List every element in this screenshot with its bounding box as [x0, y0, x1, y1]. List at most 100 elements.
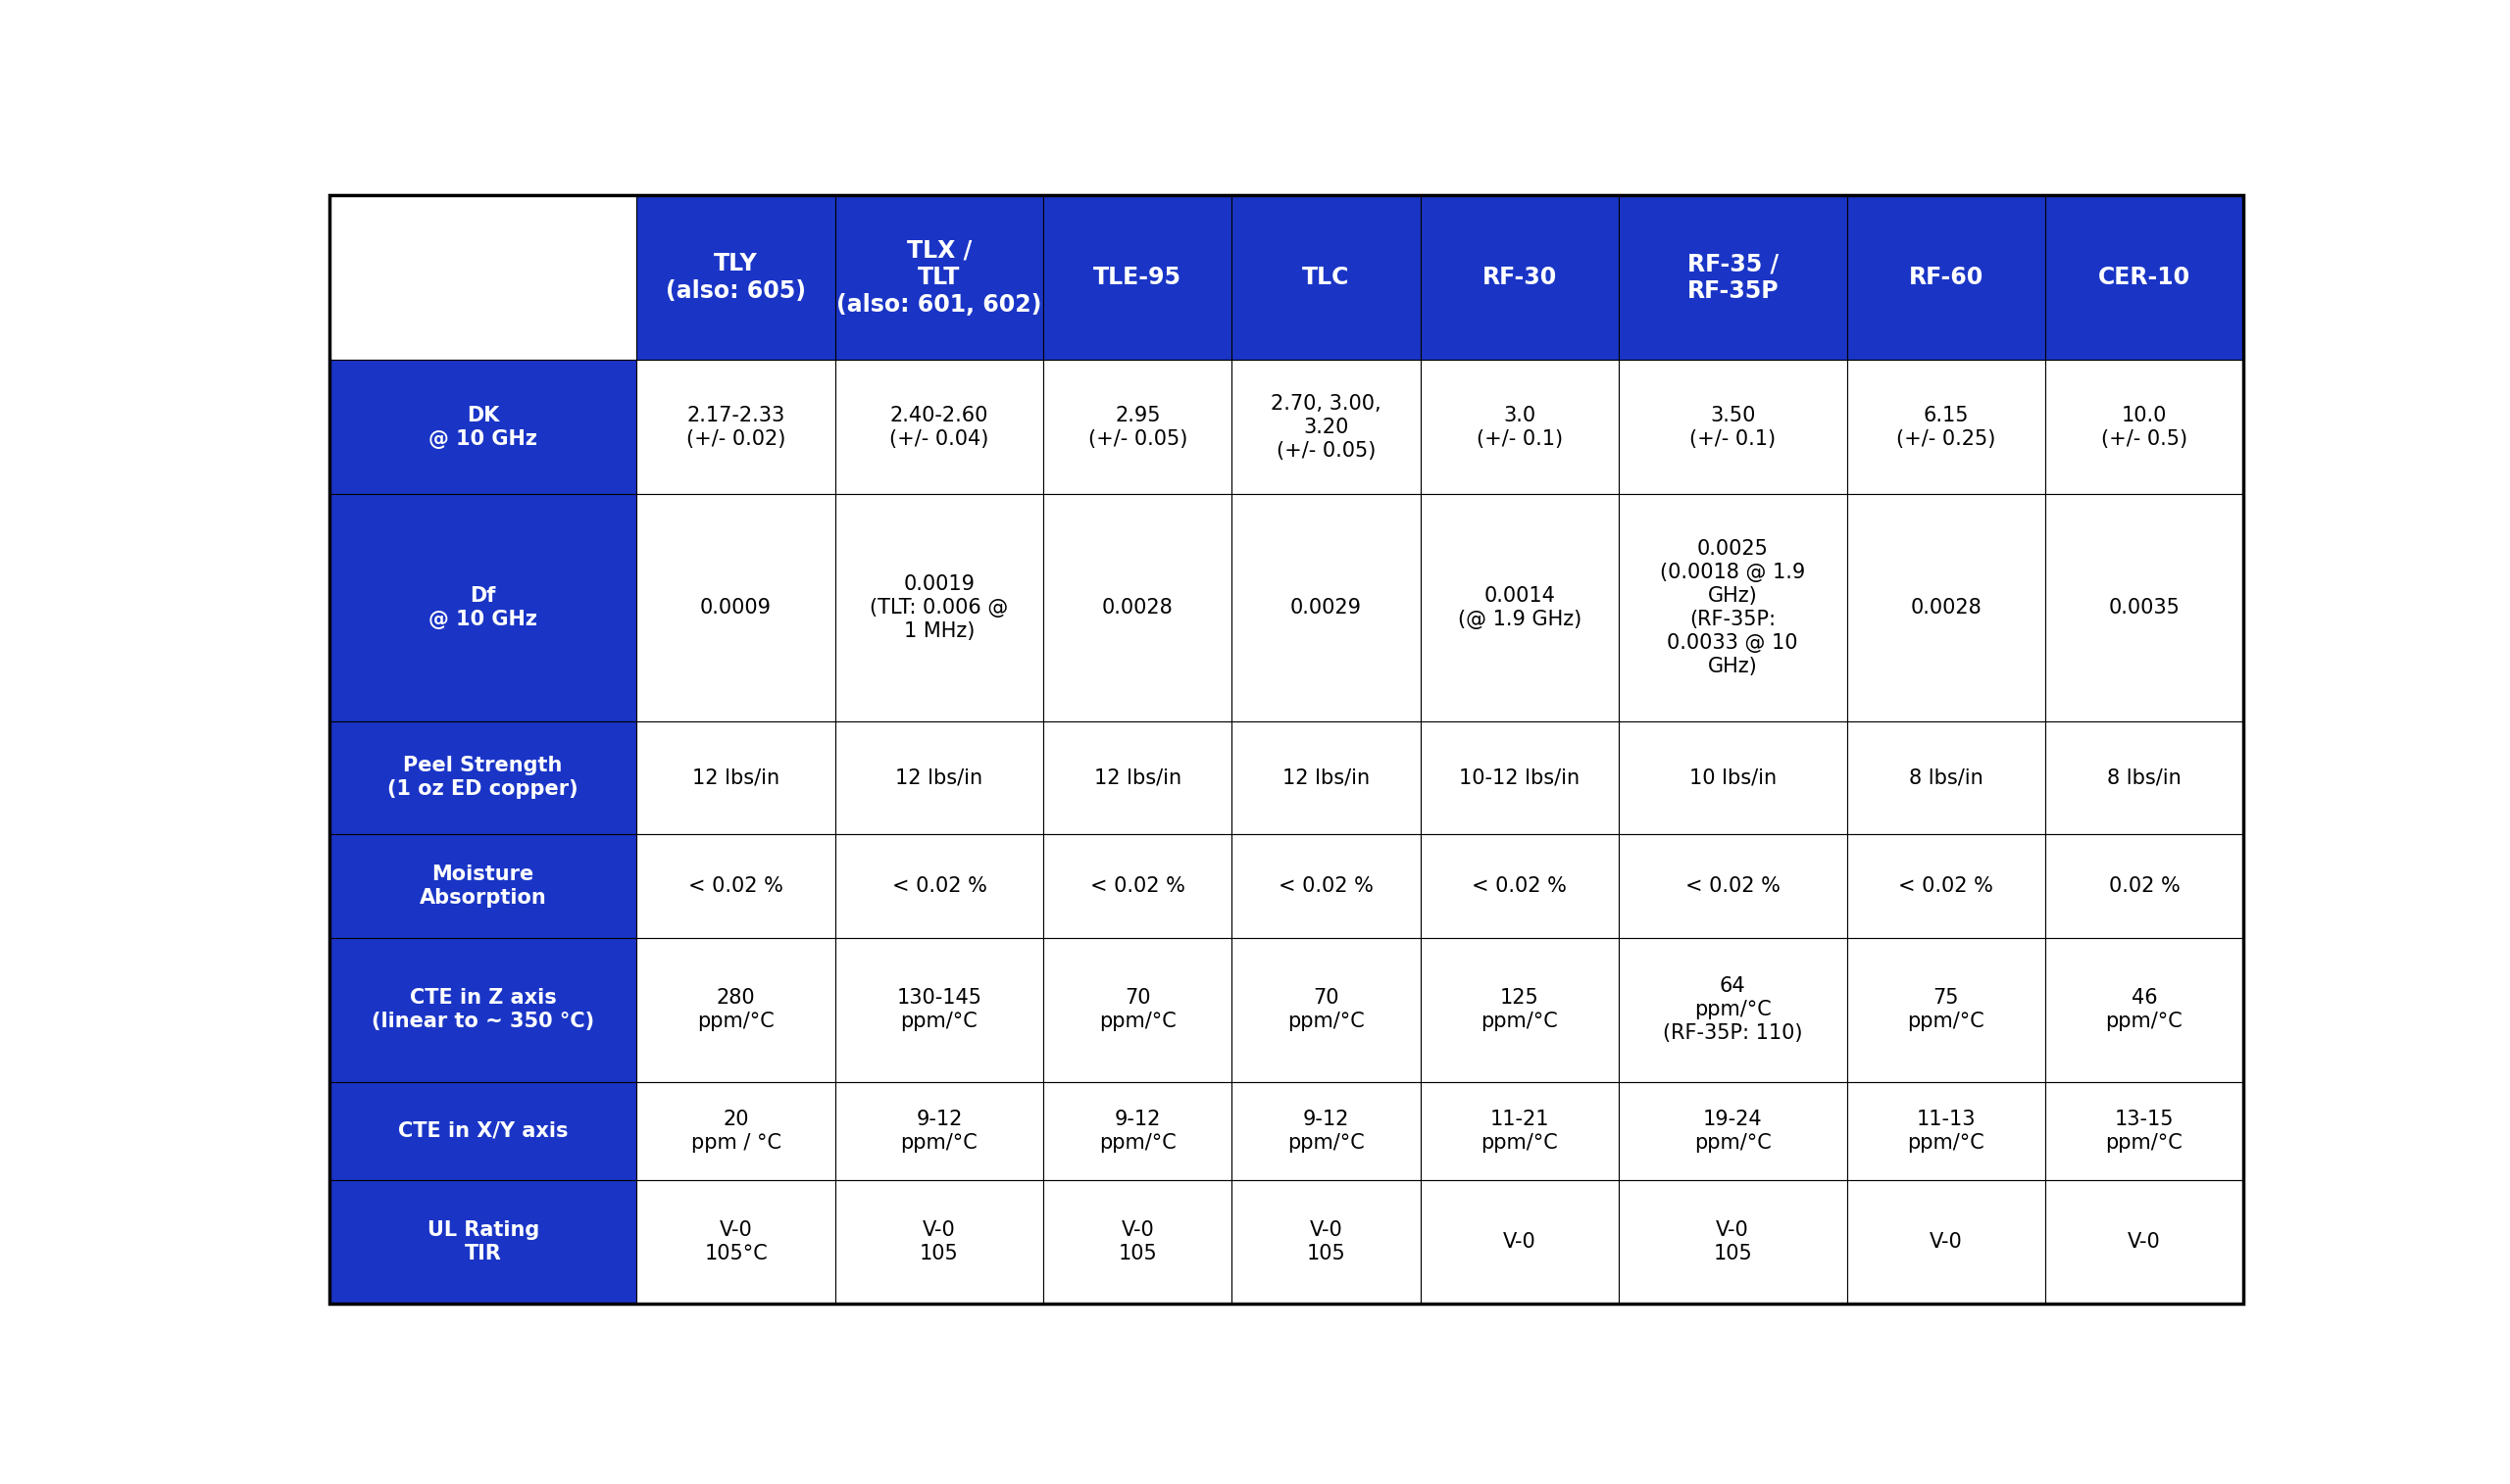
- Text: V-0: V-0: [1930, 1232, 1963, 1251]
- Bar: [329, 834, 638, 938]
- Bar: [329, 361, 638, 494]
- Bar: [1044, 1180, 1232, 1303]
- Text: 0.0028: 0.0028: [1910, 598, 1980, 617]
- Bar: [836, 721, 1044, 834]
- Text: 0.0028: 0.0028: [1102, 598, 1172, 617]
- Bar: [638, 721, 836, 834]
- Bar: [836, 494, 1044, 721]
- Text: 8 lbs/in: 8 lbs/in: [1908, 769, 1983, 788]
- Bar: [1421, 1082, 1619, 1180]
- Text: 0.02 %: 0.02 %: [2108, 876, 2179, 896]
- Bar: [836, 834, 1044, 938]
- Text: 3.50
(+/- 0.1): 3.50 (+/- 0.1): [1689, 405, 1777, 448]
- Text: < 0.02 %: < 0.02 %: [891, 876, 986, 896]
- Text: 0.0009: 0.0009: [700, 598, 771, 617]
- Text: 2.17-2.33
(+/- 0.02): 2.17-2.33 (+/- 0.02): [685, 405, 786, 448]
- Bar: [2046, 196, 2244, 361]
- Text: V-0
105: V-0 105: [1117, 1220, 1157, 1263]
- Text: TLY
(also: 605): TLY (also: 605): [665, 252, 806, 303]
- Bar: [1847, 494, 2046, 721]
- Text: 2.40-2.60
(+/- 0.04): 2.40-2.60 (+/- 0.04): [889, 405, 989, 448]
- Bar: [1044, 196, 1232, 361]
- Bar: [638, 1180, 836, 1303]
- Text: 13-15
ppm/°C: 13-15 ppm/°C: [2106, 1110, 2184, 1153]
- Text: 2.95
(+/- 0.05): 2.95 (+/- 0.05): [1087, 405, 1187, 448]
- Text: 20
ppm / °C: 20 ppm / °C: [690, 1110, 781, 1153]
- Bar: [1232, 494, 1421, 721]
- Text: TLX /
TLT
(also: 601, 602): TLX / TLT (also: 601, 602): [836, 239, 1042, 316]
- Text: V-0: V-0: [1503, 1232, 1536, 1251]
- Text: V-0
105°C: V-0 105°C: [705, 1220, 768, 1263]
- Bar: [836, 1082, 1044, 1180]
- Bar: [2046, 938, 2244, 1082]
- Bar: [1619, 1082, 1847, 1180]
- Bar: [1421, 494, 1619, 721]
- Text: 10.0
(+/- 0.5): 10.0 (+/- 0.5): [2101, 405, 2186, 448]
- Text: 11-13
ppm/°C: 11-13 ppm/°C: [1908, 1110, 1985, 1153]
- Text: 9-12
ppm/°C: 9-12 ppm/°C: [1099, 1110, 1177, 1153]
- Text: 0.0025
(0.0018 @ 1.9
GHz)
(RF-35P:
0.0033 @ 10
GHz): 0.0025 (0.0018 @ 1.9 GHz) (RF-35P: 0.003…: [1659, 539, 1805, 677]
- Bar: [1421, 196, 1619, 361]
- Text: 8 lbs/in: 8 lbs/in: [2106, 769, 2181, 788]
- Text: 70
ppm/°C: 70 ppm/°C: [1099, 988, 1177, 1031]
- Text: RF-60: RF-60: [1908, 266, 1983, 289]
- Bar: [1619, 196, 1847, 361]
- Bar: [1421, 938, 1619, 1082]
- Bar: [1847, 1180, 2046, 1303]
- Bar: [1232, 938, 1421, 1082]
- Bar: [638, 938, 836, 1082]
- Bar: [2046, 361, 2244, 494]
- Bar: [1044, 1082, 1232, 1180]
- Text: CTE in X/Y axis: CTE in X/Y axis: [399, 1120, 567, 1141]
- Bar: [836, 361, 1044, 494]
- Bar: [1847, 721, 2046, 834]
- Text: V-0
105: V-0 105: [1308, 1220, 1345, 1263]
- Text: 10-12 lbs/in: 10-12 lbs/in: [1458, 769, 1579, 788]
- Bar: [836, 1180, 1044, 1303]
- Text: Df
@ 10 GHz: Df @ 10 GHz: [429, 586, 537, 629]
- Bar: [329, 938, 638, 1082]
- Text: 12 lbs/in: 12 lbs/in: [896, 769, 984, 788]
- Bar: [1044, 494, 1232, 721]
- Text: 70
ppm/°C: 70 ppm/°C: [1288, 988, 1365, 1031]
- Text: V-0
105: V-0 105: [1714, 1220, 1752, 1263]
- Bar: [638, 196, 836, 361]
- Bar: [1847, 834, 2046, 938]
- Bar: [1044, 834, 1232, 938]
- Text: 0.0014
(@ 1.9 GHz): 0.0014 (@ 1.9 GHz): [1458, 586, 1581, 629]
- Bar: [836, 938, 1044, 1082]
- Bar: [638, 834, 836, 938]
- Bar: [1619, 494, 1847, 721]
- Text: 10 lbs/in: 10 lbs/in: [1689, 769, 1777, 788]
- Bar: [1421, 1180, 1619, 1303]
- Text: < 0.02 %: < 0.02 %: [1471, 876, 1566, 896]
- Bar: [1421, 834, 1619, 938]
- Bar: [329, 721, 638, 834]
- Text: 2.70, 3.00,
3.20
(+/- 0.05): 2.70, 3.00, 3.20 (+/- 0.05): [1270, 393, 1381, 460]
- Text: 9-12
ppm/°C: 9-12 ppm/°C: [1288, 1110, 1365, 1153]
- Text: 125
ppm/°C: 125 ppm/°C: [1481, 988, 1559, 1031]
- Text: < 0.02 %: < 0.02 %: [1278, 876, 1373, 896]
- Bar: [1044, 721, 1232, 834]
- Text: CTE in Z axis
(linear to ~ 350 °C): CTE in Z axis (linear to ~ 350 °C): [371, 988, 595, 1031]
- Text: 46
ppm/°C: 46 ppm/°C: [2106, 988, 2184, 1031]
- Text: 0.0035: 0.0035: [2108, 598, 2181, 617]
- Bar: [1847, 361, 2046, 494]
- Text: 12 lbs/in: 12 lbs/in: [693, 769, 781, 788]
- Text: Moisture
Absorption: Moisture Absorption: [419, 865, 547, 908]
- Text: 0.0019
(TLT: 0.006 @
1 MHz): 0.0019 (TLT: 0.006 @ 1 MHz): [871, 574, 1009, 641]
- Bar: [1847, 938, 2046, 1082]
- Text: 9-12
ppm/°C: 9-12 ppm/°C: [901, 1110, 979, 1153]
- Bar: [638, 1082, 836, 1180]
- Text: 11-21
ppm/°C: 11-21 ppm/°C: [1481, 1110, 1559, 1153]
- Text: < 0.02 %: < 0.02 %: [688, 876, 783, 896]
- Bar: [1232, 834, 1421, 938]
- Text: 3.0
(+/- 0.1): 3.0 (+/- 0.1): [1476, 405, 1564, 448]
- Text: V-0
105: V-0 105: [919, 1220, 959, 1263]
- Bar: [1232, 1180, 1421, 1303]
- Bar: [1044, 938, 1232, 1082]
- Text: RF-35 /
RF-35P: RF-35 / RF-35P: [1687, 252, 1780, 303]
- Bar: [1421, 361, 1619, 494]
- Bar: [2046, 1082, 2244, 1180]
- Bar: [1619, 361, 1847, 494]
